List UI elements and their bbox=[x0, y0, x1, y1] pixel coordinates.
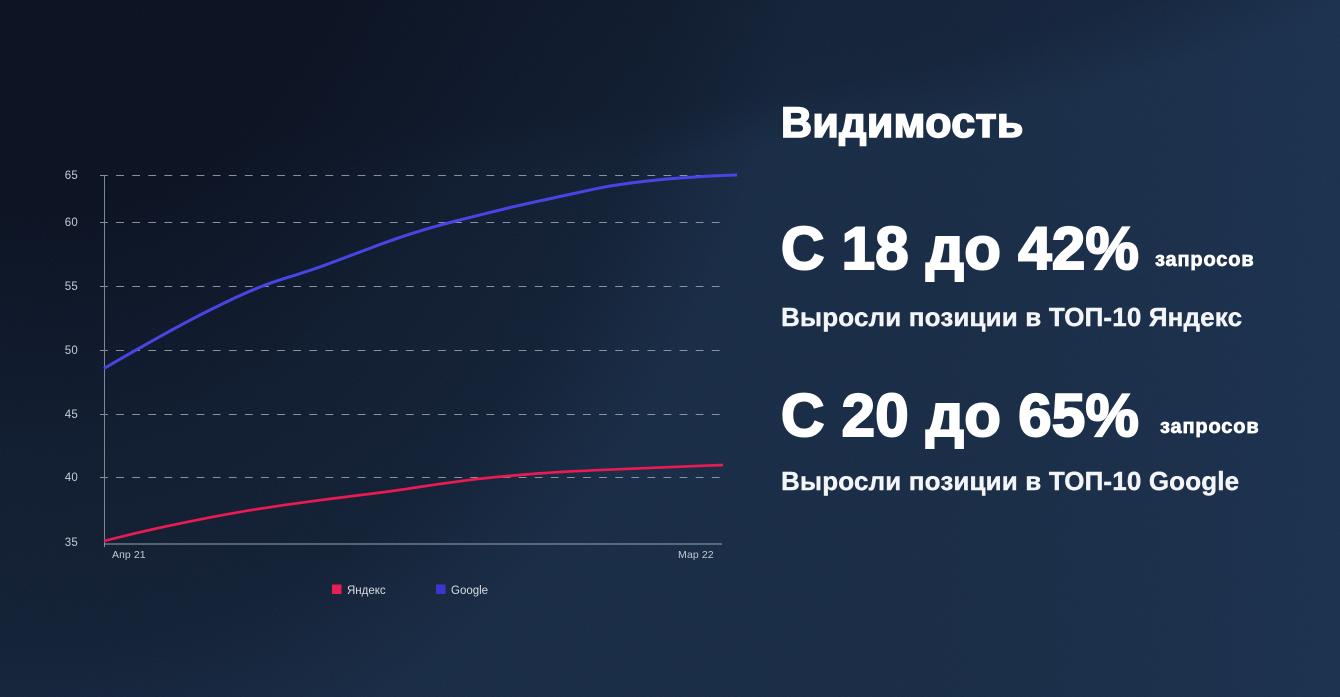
svg-text:50: 50 bbox=[65, 345, 78, 357]
svg-text:Яндекс: Яндекс bbox=[347, 585, 386, 597]
svg-text:Мар 22: Мар 22 bbox=[678, 549, 714, 561]
svg-text:40: 40 bbox=[65, 472, 78, 484]
svg-text:Апр 21: Апр 21 bbox=[112, 549, 146, 561]
svg-text:65: 65 bbox=[65, 170, 78, 182]
svg-text:55: 55 bbox=[65, 281, 78, 293]
svg-text:35: 35 bbox=[65, 537, 78, 549]
svg-text:60: 60 bbox=[65, 217, 78, 229]
svg-text:45: 45 bbox=[65, 409, 78, 421]
svg-text:Google: Google bbox=[451, 585, 488, 597]
